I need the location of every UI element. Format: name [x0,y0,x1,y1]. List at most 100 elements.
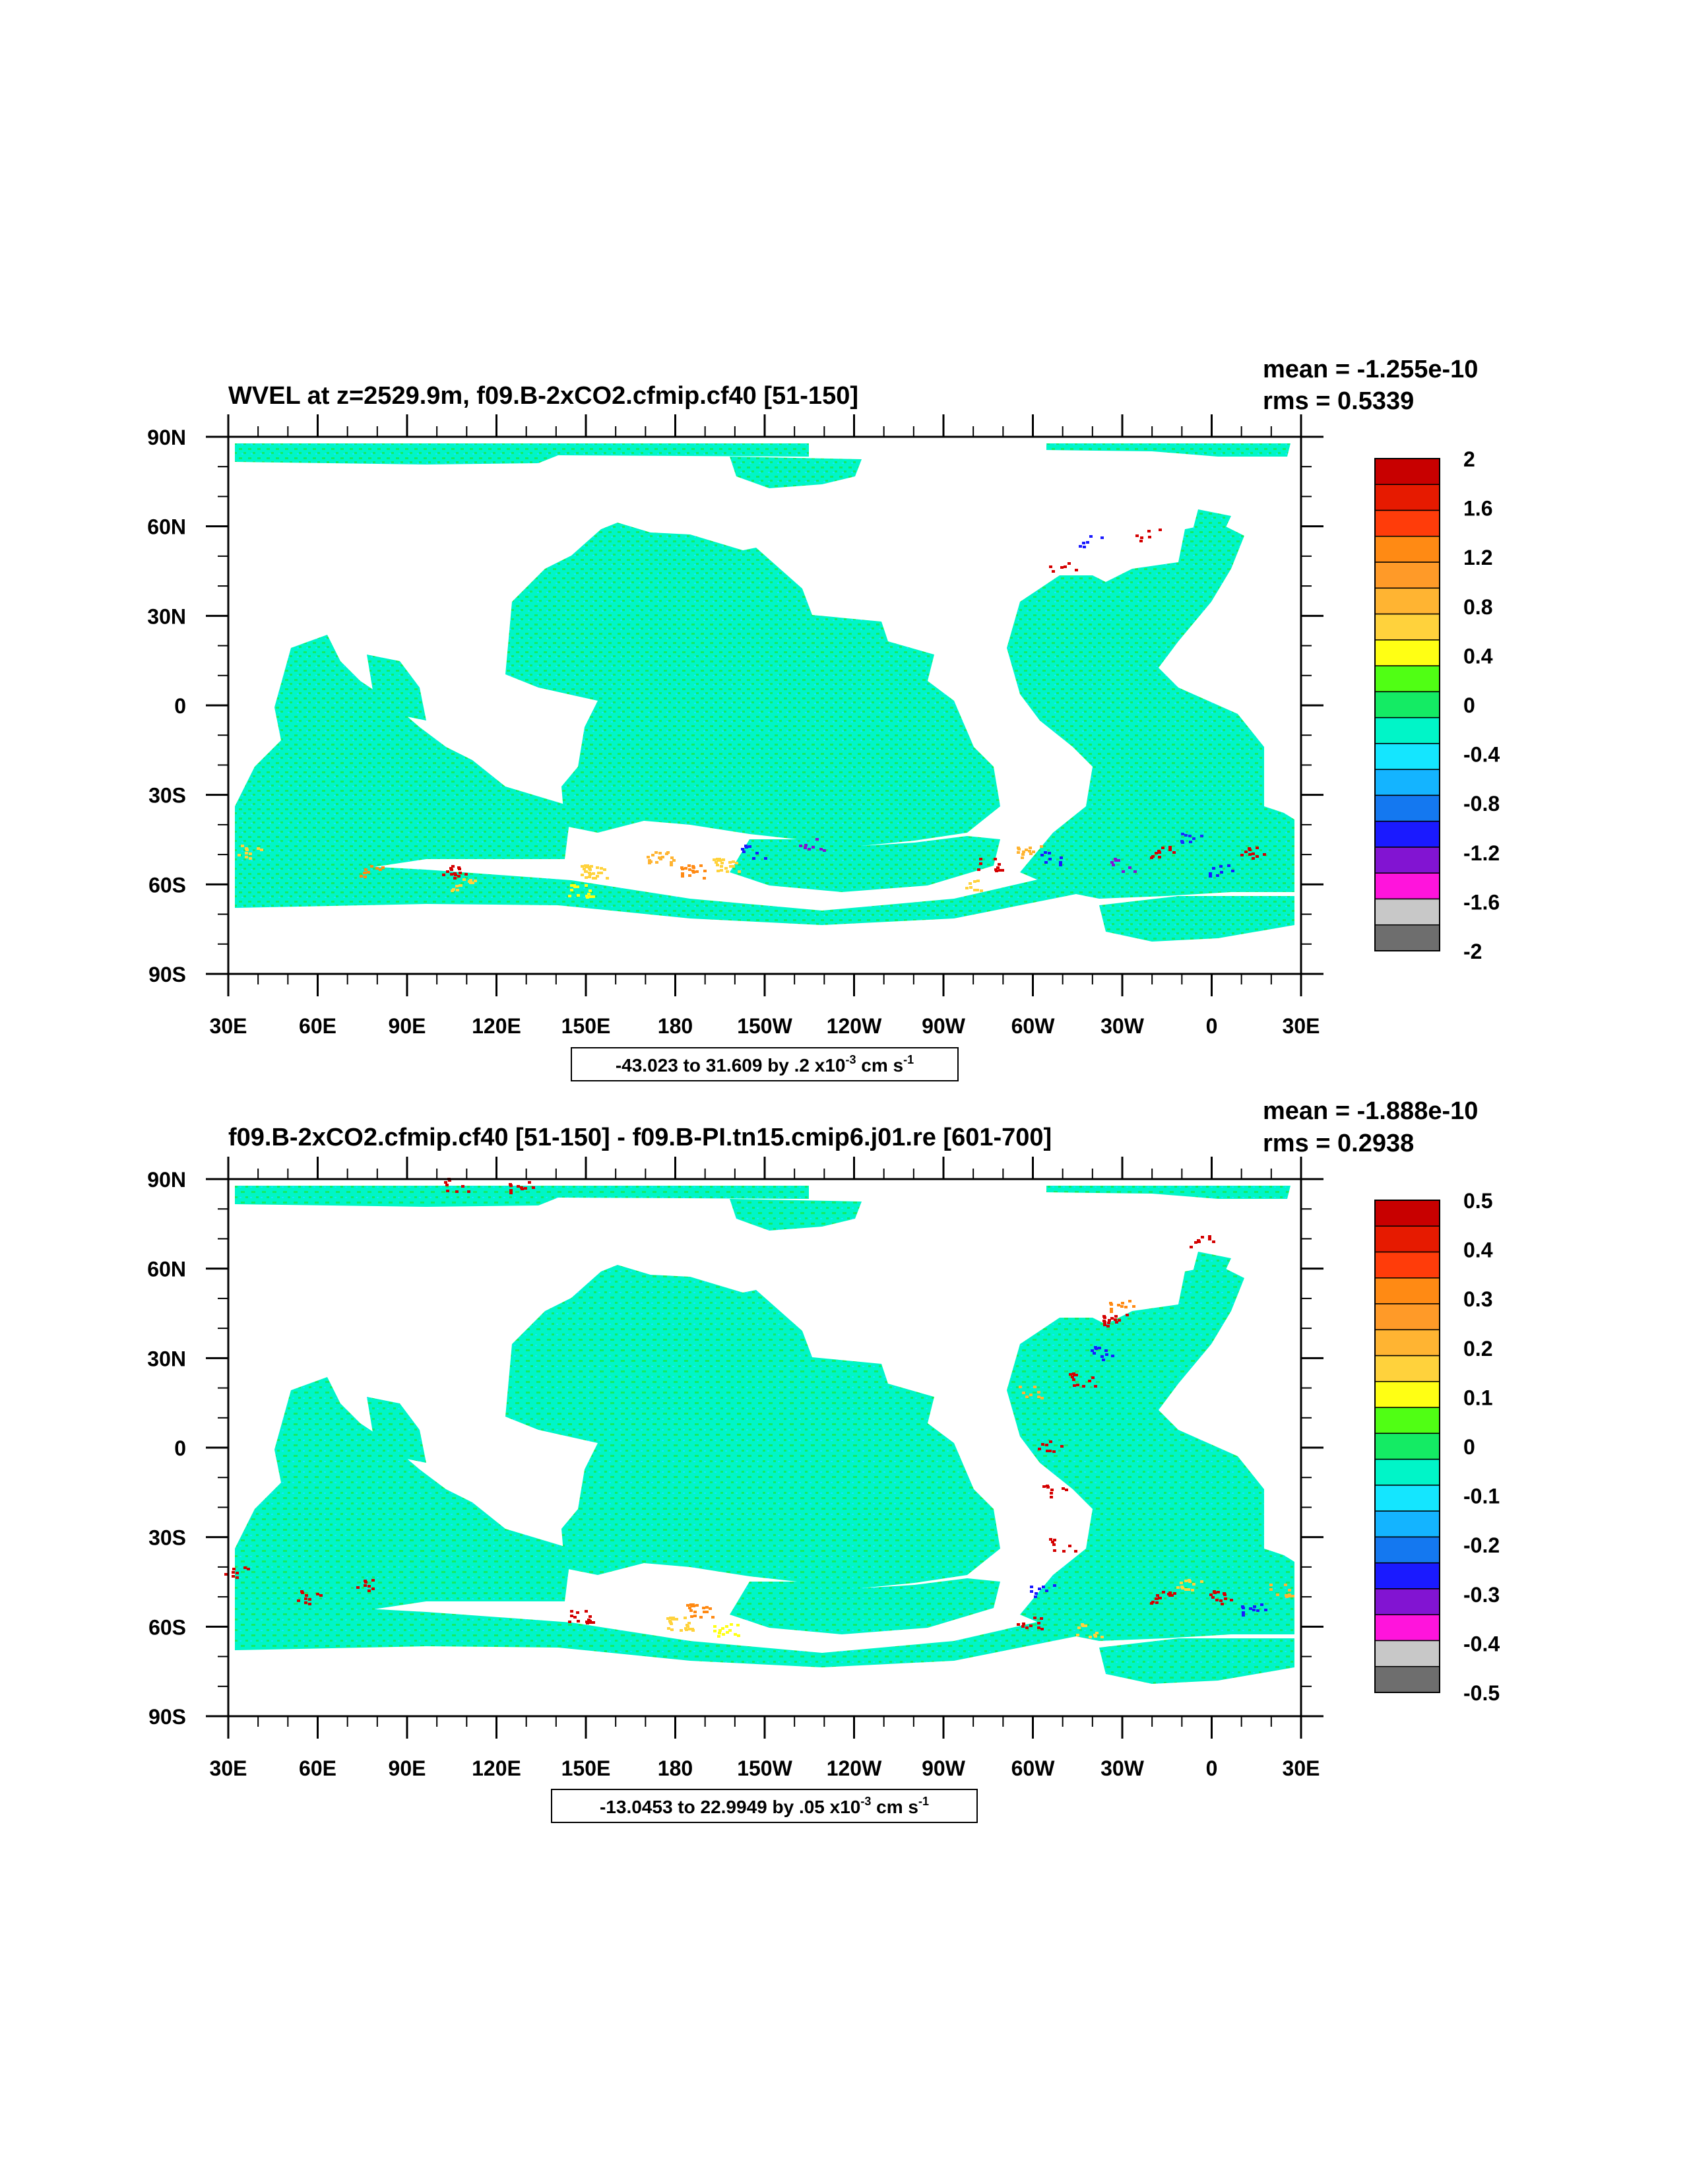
colorbar-swatch [1374,794,1440,822]
colorbar-label: -0.3 [1463,1583,1500,1607]
lat-tick-label: 30S [148,784,186,808]
colorbar-swatch [1374,1355,1440,1382]
lon-tick-label: 120E [472,1014,521,1038]
lon-tick-label: 150E [561,1014,611,1038]
colorbar-swatch [1374,1329,1440,1357]
colorbar-label: 0.8 [1463,595,1492,619]
colorbar-swatch [1374,898,1440,926]
lon-tick-label: 0 [1206,1756,1218,1780]
colorbar-swatch [1374,743,1440,770]
lon-tick-label: 180 [658,1014,693,1038]
colorbar-swatch [1374,1432,1440,1460]
rms-stat: rms = 0.2938 [1263,1130,1414,1157]
colorbar-swatch [1374,587,1440,615]
panel-title: f09.B-2xCO2.cfmip.cf40 [51-150] - f09.B-… [228,1124,1052,1151]
colorbar-label: -0.4 [1463,743,1500,767]
lat-tick-label: 60S [148,1615,186,1639]
colorbar-swatch [1374,717,1440,744]
colorbar-swatch [1374,1458,1440,1486]
colorbar-swatch [1374,1640,1440,1667]
ocean-field-map [228,437,1301,974]
colorbar-label: 0 [1463,1435,1475,1459]
lat-tick-label: 0 [174,1436,186,1460]
colorbar-swatch [1374,1588,1440,1615]
colorbar-label: -1.2 [1463,841,1500,865]
colorbar: 2 1.6 1.2 0.8 0.4 0 -0.4 -0.8 -1.2 -1.6 -2 [1374,447,1500,963]
lat-tick-label: 60S [148,873,186,897]
colorbar-swatch [1374,1200,1440,1227]
panel-2: f09.B-2xCO2.cfmip.cf40 [51-150] - f09.B-… [147,1097,1500,1823]
colorbar-swatch [1374,1510,1440,1538]
colorbar-swatch [1374,1485,1440,1512]
lon-tick-label: 150E [561,1756,611,1780]
colorbar-label: -2 [1463,940,1482,963]
lon-tick-label: 150W [737,1756,792,1780]
colorbar-label: -0.5 [1463,1681,1500,1705]
lon-tick-label: 150W [737,1014,792,1038]
colorbar-label: -0.8 [1463,792,1500,816]
panel-1: WVEL at z=2529.9m, f09.B-2xCO2.cfmip.cf4… [147,356,1500,1081]
colorbar-swatch [1374,536,1440,563]
colorbar-label: 0.5 [1463,1189,1492,1213]
colorbar-swatch [1374,847,1440,874]
lat-tick-label: 90N [147,1168,186,1192]
range-text: -43.023 to 31.609 by .2 x10-3 cm s-1 [616,1053,914,1076]
colorbar-swatch [1374,1381,1440,1408]
colorbar-label: 0.4 [1463,644,1493,668]
mean-stat: mean = -1.255e-10 [1263,356,1478,383]
lon-tick-label: 60W [1011,1756,1056,1780]
colorbar-swatch [1374,458,1440,486]
colorbar-label: 0.2 [1463,1337,1492,1361]
lon-tick-label: 180 [658,1756,693,1780]
colorbar-swatch [1374,1277,1440,1304]
range-box [551,1789,978,1823]
colorbar-swatch [1374,820,1440,848]
range-box [571,1047,959,1081]
colorbar-swatch [1374,1665,1440,1693]
lat-tick-label: 60N [147,515,186,539]
lat-tick-label: 90S [148,963,186,986]
lon-tick-label: 60E [299,1756,336,1780]
ocean-field-map [228,1179,1301,1716]
rms-stat: rms = 0.5339 [1263,387,1414,415]
colorbar-swatch [1374,1614,1440,1642]
colorbar-label: 0.1 [1463,1386,1492,1409]
colorbar-swatch [1374,509,1440,537]
colorbar-swatch [1374,1251,1440,1279]
colorbar-swatch [1374,1225,1440,1253]
lon-tick-label: 30W [1100,1756,1145,1780]
colorbar-swatch [1374,639,1440,666]
colorbar-swatch [1374,665,1440,693]
colorbar: 0.5 0.4 0.3 0.2 0.1 0 -0.1 -0.2 -0.3 -0.4 -0.5 [1374,1189,1500,1705]
lat-tick-label: 0 [174,694,186,718]
colorbar-label: 2 [1463,447,1475,471]
range-text: -13.0453 to 22.9949 by .05 x10-3 cm s-1 [600,1795,929,1817]
colorbar-swatch [1374,769,1440,796]
lon-tick-label: 30E [1283,1756,1320,1780]
colorbar-swatch [1374,872,1440,900]
lon-tick-label: 30E [210,1014,247,1038]
colorbar-label: -0.2 [1463,1533,1500,1557]
lon-tick-label: 60E [299,1014,336,1038]
lon-tick-label: 30E [210,1756,247,1780]
lat-tick-label: 60N [147,1258,186,1281]
lat-tick-label: 90S [148,1705,186,1729]
colorbar-swatch [1374,613,1440,641]
lon-tick-label: 0 [1206,1014,1218,1038]
panel-title: WVEL at z=2529.9m, f09.B-2xCO2.cfmip.cf4… [228,382,858,410]
colorbar-swatch [1374,691,1440,719]
lon-tick-label: 90E [389,1014,426,1038]
colorbar-label: 0 [1463,693,1475,717]
colorbar-swatch [1374,1407,1440,1434]
colorbar-swatch [1374,924,1440,951]
colorbar-label: -0.1 [1463,1485,1500,1508]
lon-tick-label: 120W [827,1756,882,1780]
lat-tick-label: 90N [147,426,186,449]
lon-tick-label: 120W [827,1014,882,1038]
lat-tick-label: 30S [148,1526,186,1550]
colorbar-swatch [1374,484,1440,511]
lon-tick-label: 30E [1283,1014,1320,1038]
lon-tick-label: 90E [389,1756,426,1780]
colorbar-label: -1.6 [1463,890,1500,914]
